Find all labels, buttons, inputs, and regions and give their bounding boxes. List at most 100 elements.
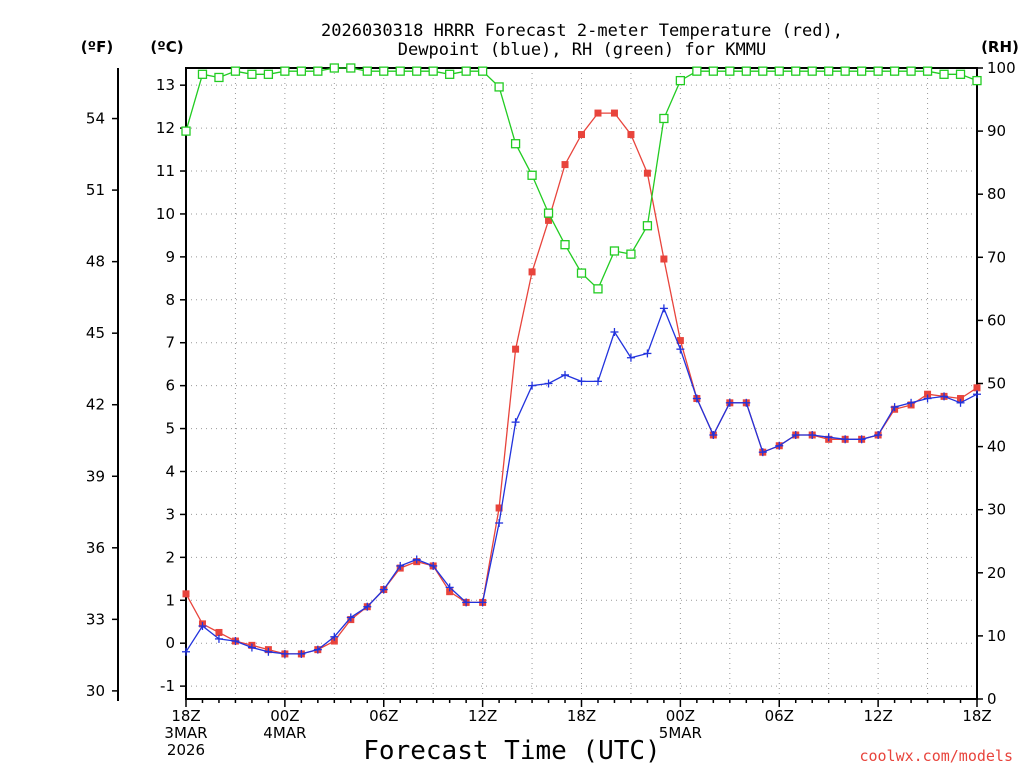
temperature-point [957,395,965,403]
dewpoint-point [313,645,322,654]
rh-point [824,66,834,76]
dewpoint-point [495,519,504,528]
dewpoint-point [577,377,586,386]
temperature-point [973,384,981,392]
dewpoint-point [429,561,438,570]
fahrenheit-unit-label: (ºF) [81,38,113,56]
rh-point [955,69,966,79]
dewpoint-point [330,632,339,641]
x-tick-label: 3MAR [164,724,207,742]
rh-point [543,208,554,218]
rh-point [329,63,339,73]
rh-point [675,75,686,86]
rh-point [510,139,521,149]
rh-point [840,66,850,76]
x-tick-label: 06Z [369,707,398,725]
rh-point [527,170,537,180]
celsius-tick-label: -1 [160,677,175,695]
dewpoint-point [742,398,751,407]
dewpoint-point [841,435,850,444]
dewpoint-point [709,431,718,440]
fahrenheit-tick-label: 36 [86,539,105,557]
rh-point [230,66,241,76]
x-tick-label: 12Z [863,707,892,725]
celsius-tick-label: 0 [165,634,175,652]
x-tick-label: 00Z [666,707,695,725]
fahrenheit-tick-label: 42 [86,396,105,414]
rh-point [560,240,570,250]
dewpoint-point [528,381,537,390]
celsius-tick-label: 1 [165,591,175,609]
dewpoint-point [445,583,454,592]
temperature-point [215,628,223,636]
celsius-tick-label: 11 [156,162,175,180]
rh-point [296,66,307,76]
series-layer [181,63,982,658]
dewpoint-point [940,392,949,401]
rh-point [214,72,224,83]
x-tick-label: 12Z [468,707,497,725]
fahrenheit-tick-label: 33 [86,610,105,628]
rh-point [873,66,883,76]
chart-title-line1: 2026030318 HRRR Forecast 2-meter Tempera… [321,21,843,41]
rh-point [626,249,636,259]
celsius-unit-label: (ºC) [150,38,183,56]
rh-point [263,69,274,79]
dewpoint-point [659,304,668,313]
rh-tick-label: 90 [987,122,1006,140]
rh-point [889,66,900,76]
temperature-point [330,637,338,645]
axis-layer: -101234567891011121330333639424548515401… [86,59,1016,759]
dewpoint-point [363,602,372,611]
dewpoint-point [247,643,256,652]
dewpoint-point [478,598,487,607]
celsius-tick-label: 6 [165,377,175,395]
celsius-tick-label: 8 [165,291,175,309]
rh-tick-label: 40 [987,438,1006,456]
dewpoint-point [280,649,289,658]
rh-point [758,66,768,76]
x-tick-label: 18Z [567,707,596,725]
temperature-point [512,345,520,353]
rh-tick-label: 80 [987,185,1006,203]
rh-tick-label: 20 [987,564,1006,582]
dewpoint-point [297,649,306,658]
rh-tick-label: 60 [987,311,1006,329]
rh-point [181,126,191,136]
celsius-tick-label: 13 [156,76,175,94]
x-tick-label: 4MAR [263,724,306,742]
rh-tick-label: 10 [987,627,1006,645]
x-tick-label: 18Z [962,707,991,725]
series-line-dewpoint [185,306,978,655]
x-axis-title: Forecast Time (UTC) [363,736,660,766]
celsius-tick-label: 4 [165,462,175,480]
dewpoint-point [379,585,388,594]
fahrenheit-tick-label: 54 [86,110,105,128]
rh-tick-label: 70 [987,248,1006,266]
temperature-point [578,131,585,139]
rh-point [280,66,290,76]
rh-point [593,284,603,294]
celsius-tick-label: 7 [165,334,175,352]
dewpoint-point [396,561,405,570]
celsius-tick-label: 12 [156,119,175,137]
rh-point [856,66,867,76]
rh-point [939,69,949,79]
rh-point [247,69,257,79]
rh-point [725,66,735,76]
rh-point [445,69,455,79]
rh-point [922,66,933,76]
dewpoint-point [198,622,207,631]
x-tick-label: 06Z [765,707,794,725]
dewpoint-point [725,398,734,407]
rh-tick-label: 50 [987,375,1006,393]
x-tick-label: 2026 [167,741,205,759]
temperature-point [446,588,454,596]
rh-unit-label: (RH) [981,38,1019,56]
temperature-point [561,161,569,169]
rh-point [576,268,587,278]
rh-point [791,66,801,76]
rh-tick-label: 0 [987,690,997,708]
temperature-point [660,255,668,263]
